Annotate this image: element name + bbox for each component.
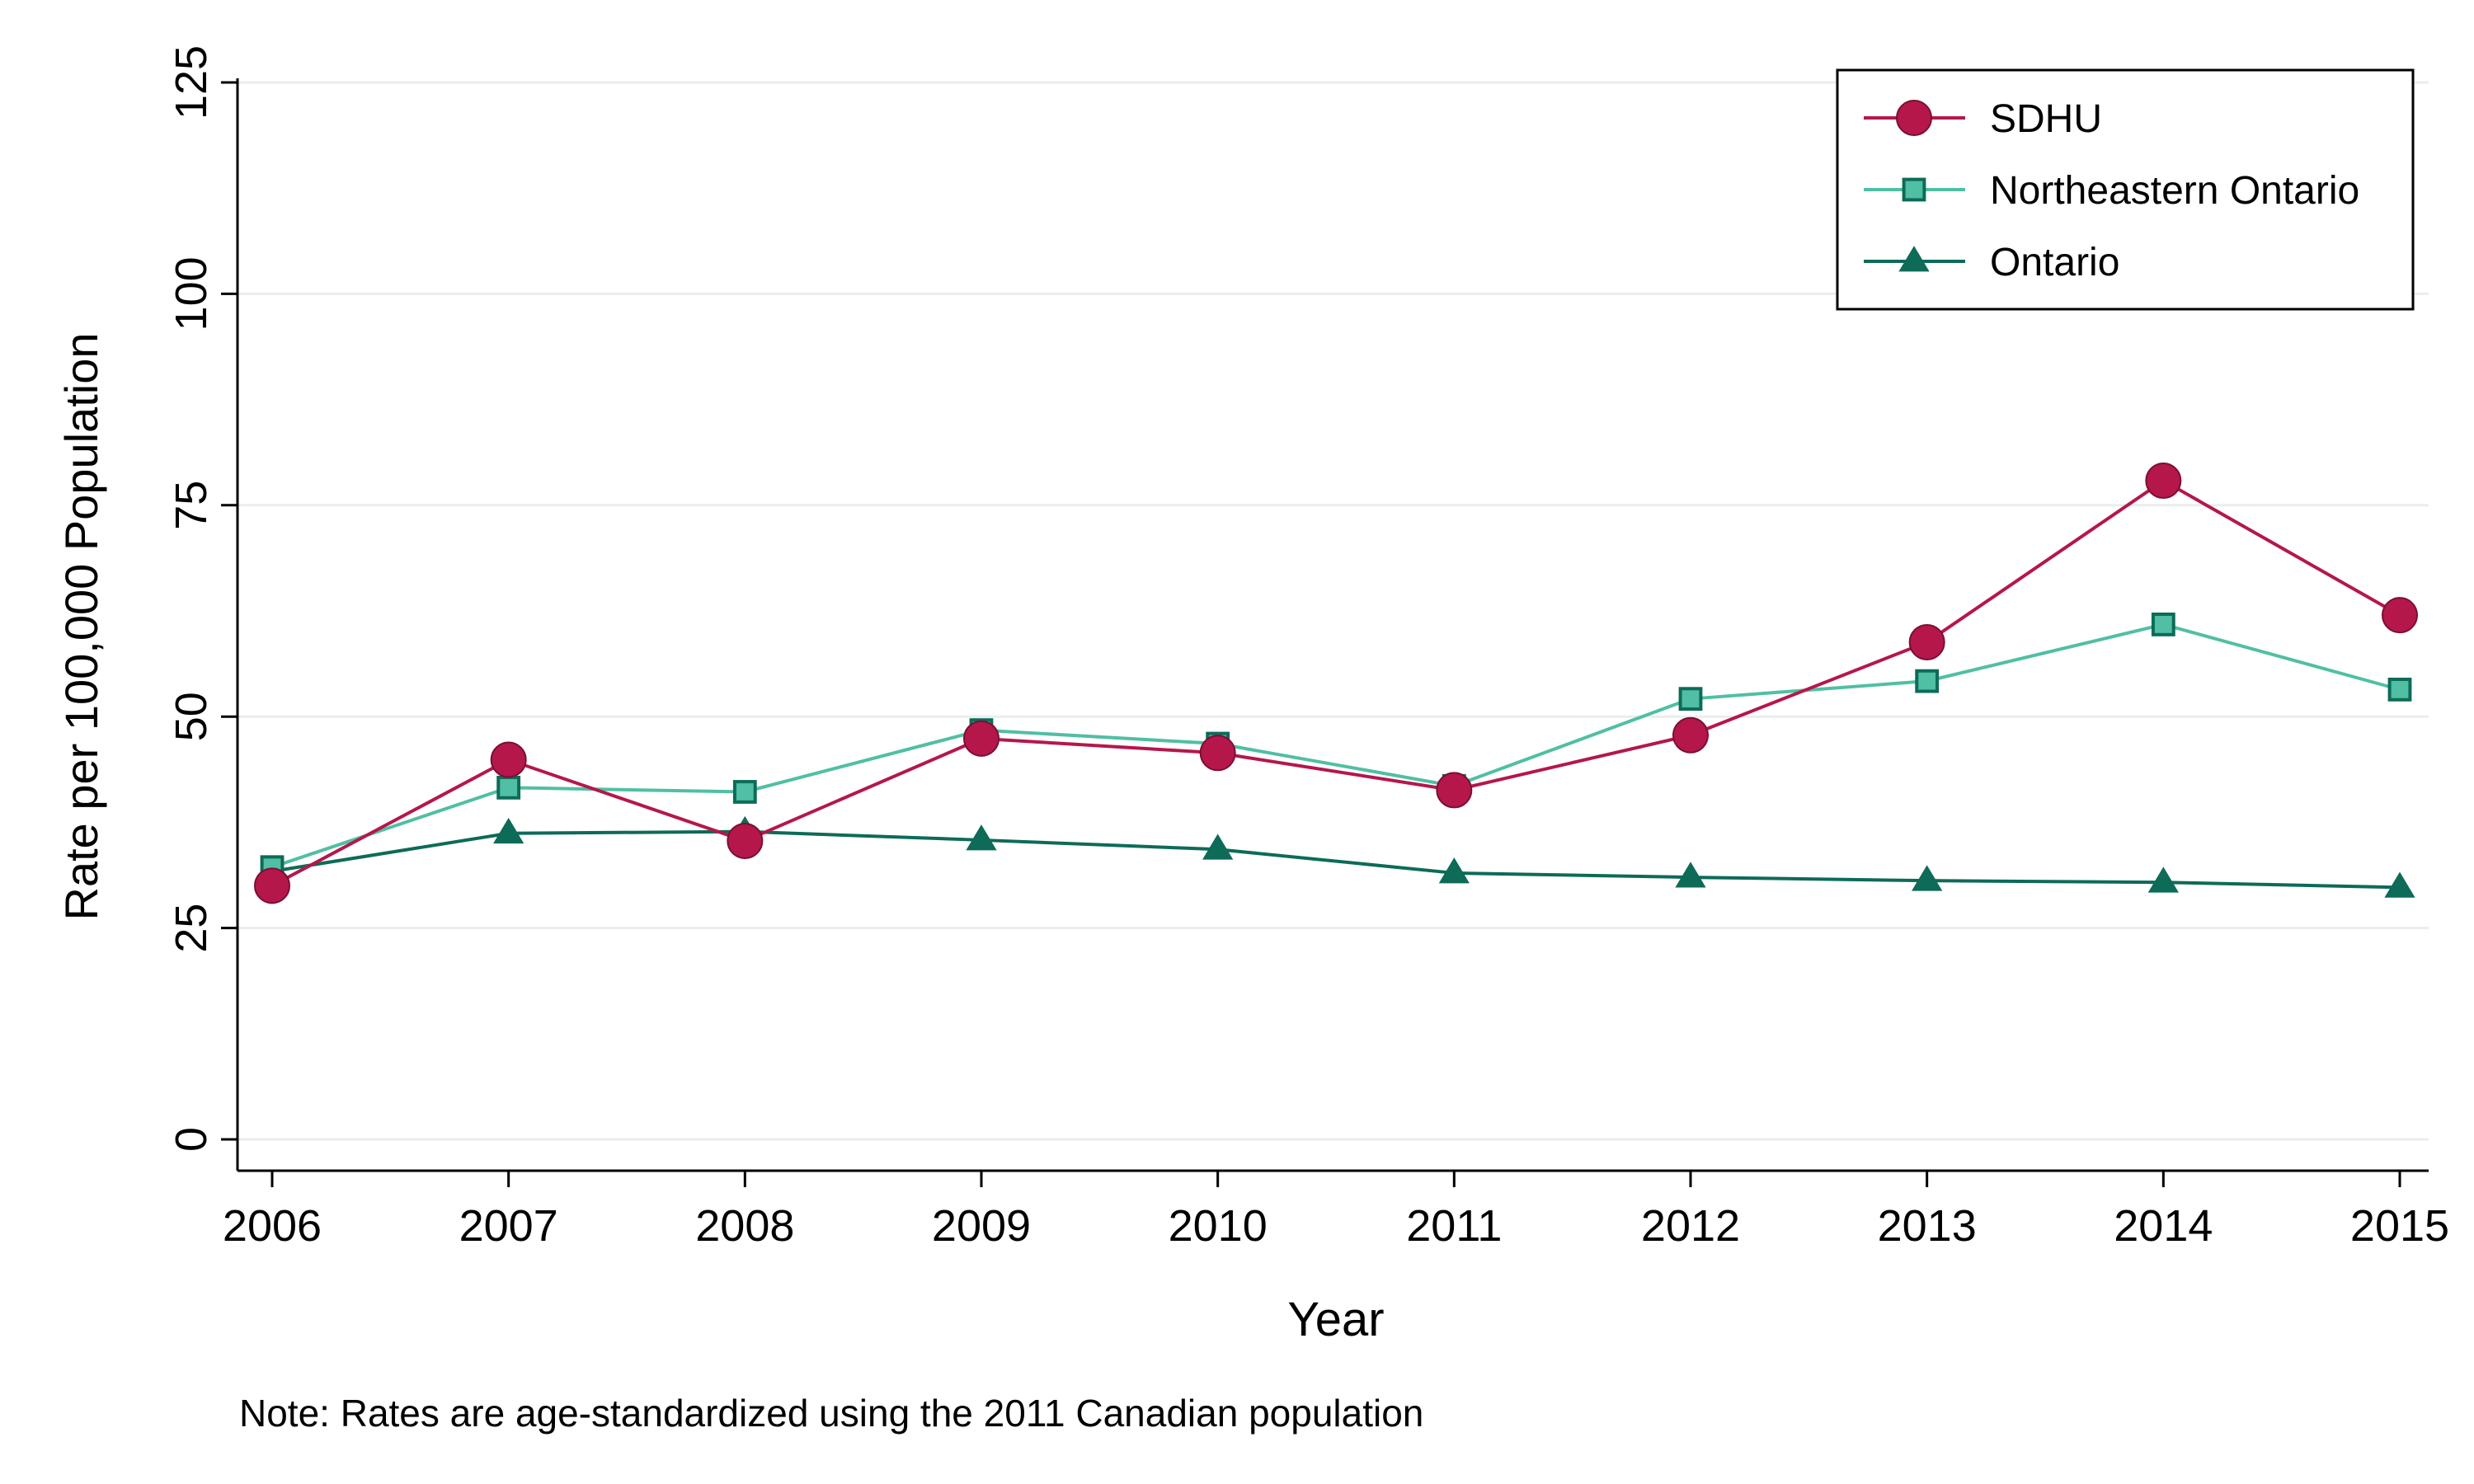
y-tick-label-50: 50 (167, 692, 216, 741)
legend-label: SDHU (1990, 97, 2102, 141)
series-line (271, 829, 2401, 890)
data-point-2008 (727, 822, 764, 859)
series-line (271, 478, 2401, 888)
data-point-2011 (1436, 772, 1473, 809)
legend-entry-northeastern-ontario: Northeastern Ontario (1864, 169, 2359, 213)
y-tick-label-0: 0 (167, 1127, 216, 1152)
y-tick-label-75: 75 (167, 481, 216, 530)
legend-marker (1896, 100, 1932, 136)
x-tick-label-2015: 2015 (2350, 1201, 2449, 1251)
y-tick-label-100: 100 (167, 256, 216, 331)
legend-marker (1898, 246, 1930, 272)
gridlines (238, 81, 2429, 1141)
y-tick-label-25: 25 (167, 904, 216, 953)
legend-entry-ontario: Ontario (1864, 241, 2119, 284)
y-axis-ticks: 0 25 50 75 100 125 (167, 45, 238, 1152)
data-point-2007 (496, 775, 521, 800)
series-northeastern-ontario (260, 613, 2412, 880)
data-point-2006 (254, 867, 290, 904)
legend-entry-sdhu: SDHU (1864, 97, 2102, 141)
legend-entries: SDHU Northeastern Ontario Ontario (1864, 97, 2359, 284)
data-point-2012 (1678, 687, 1703, 711)
data-point-2014 (2147, 866, 2179, 893)
data-point-2015 (2384, 871, 2415, 898)
x-tick-label-2007: 2007 (459, 1201, 558, 1251)
series-ontario (256, 815, 2415, 898)
data-point-2014 (2145, 463, 2182, 500)
x-axis-ticks: 2006 2007 2008 2009 2010 2011 2012 2013 2014 2015 (223, 1171, 2449, 1251)
data-point-2007 (490, 741, 527, 778)
data-point-2012 (1672, 716, 1709, 754)
data-point-2013 (1915, 669, 1940, 693)
series-sdhu (254, 463, 2418, 904)
series-line (271, 622, 2401, 869)
data-point-2013 (1908, 623, 1945, 660)
data-point-2010 (1202, 834, 1234, 860)
chart-note: Note: Rates are age-standardized using t… (239, 1392, 1423, 1435)
series (254, 463, 2418, 904)
legend-marker (1902, 177, 1926, 202)
x-tick-label-2008: 2008 (695, 1201, 794, 1251)
x-tick-label-2011: 2011 (1406, 1201, 1502, 1251)
data-point-2008 (732, 780, 757, 804)
axes (236, 78, 2429, 1172)
data-point-2015 (2387, 677, 2412, 702)
x-axis-title: Year (1287, 1293, 1384, 1346)
data-point-2015 (2382, 597, 2418, 634)
y-axis-title: Rate per 100,000 Population (55, 333, 107, 921)
x-tick-label-2012: 2012 (1641, 1201, 1740, 1251)
y-tick-label-125: 125 (167, 45, 216, 120)
legend: SDHU Northeastern Ontario Ontario (1836, 68, 2415, 311)
data-point-2007 (493, 817, 524, 844)
x-tick-label-2013: 2013 (1878, 1201, 1977, 1251)
data-point-2012 (1675, 862, 1706, 888)
x-tick-label-2010: 2010 (1169, 1201, 1268, 1251)
data-point-2009 (966, 824, 997, 851)
legend-label: Ontario (1990, 241, 2119, 284)
x-tick-label-2009: 2009 (932, 1201, 1031, 1251)
data-point-2010 (1199, 735, 1236, 772)
data-point-2009 (963, 720, 999, 757)
data-point-2013 (1912, 865, 1943, 891)
legend-label: Northeastern Ontario (1990, 169, 2359, 213)
x-tick-label-2006: 2006 (223, 1201, 322, 1251)
x-tick-label-2014: 2014 (2114, 1201, 2213, 1251)
data-point-2011 (1438, 857, 1470, 884)
data-point-2014 (2151, 613, 2175, 636)
